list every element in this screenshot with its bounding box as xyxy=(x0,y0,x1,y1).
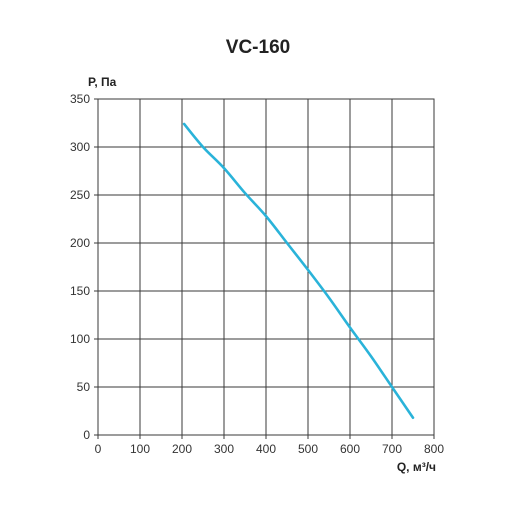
series-line-0 xyxy=(182,122,415,420)
x-tick-label-8: 800 xyxy=(424,442,444,456)
y-tick-label-1: 50 xyxy=(77,380,91,394)
grid xyxy=(94,98,435,439)
x-tick-label-2: 200 xyxy=(172,442,192,456)
tick-labels: 0 100 200 300 400 500 600 700 800 0 50 100 150 200 250… xyxy=(70,92,444,456)
x-tick-label-1: 100 xyxy=(130,442,150,456)
x-tick-label-7: 700 xyxy=(382,442,402,456)
x-tick-label-5: 500 xyxy=(298,442,318,456)
x-tick-label-3: 300 xyxy=(214,442,234,456)
y-tick-label-0: 0 xyxy=(83,428,90,442)
plot-frame xyxy=(97,98,435,436)
y-tick-label-4: 200 xyxy=(70,236,90,250)
y-tick-label-6: 300 xyxy=(70,140,90,154)
x-tick-label-6: 600 xyxy=(340,442,360,456)
y-tick-label-7: 350 xyxy=(70,92,90,106)
y-tick-label-3: 150 xyxy=(70,284,90,298)
x-axis-label: Q, м³/ч xyxy=(397,460,436,474)
chart-title: VC-160 xyxy=(226,37,290,58)
series xyxy=(182,122,415,420)
y-tick-label-5: 250 xyxy=(70,188,90,202)
x-tick-label-0: 0 xyxy=(95,442,102,456)
y-tick-label-2: 100 xyxy=(70,332,90,346)
y-axis-label: Р, Па xyxy=(88,75,117,89)
x-tick-label-4: 400 xyxy=(256,442,276,456)
